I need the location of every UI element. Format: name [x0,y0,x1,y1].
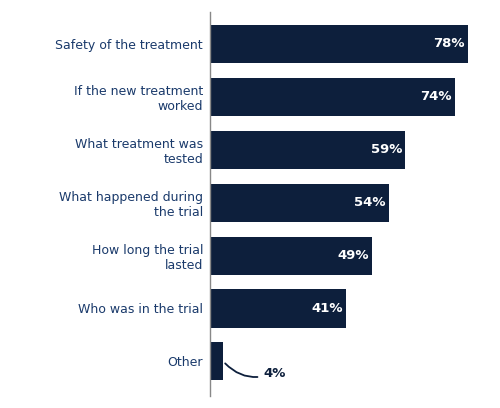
Bar [210,237,372,275]
Text: 59%: 59% [371,143,402,156]
Bar [210,131,406,169]
Text: 41%: 41% [311,302,342,315]
Text: 54%: 54% [354,196,386,209]
Text: 49%: 49% [338,249,369,262]
Bar [210,184,389,222]
Bar [210,25,469,63]
Bar [210,342,224,380]
Text: 74%: 74% [420,91,452,103]
Bar [210,78,455,116]
Text: 4%: 4% [225,364,286,379]
Text: 78%: 78% [434,38,465,51]
Bar [210,289,346,328]
